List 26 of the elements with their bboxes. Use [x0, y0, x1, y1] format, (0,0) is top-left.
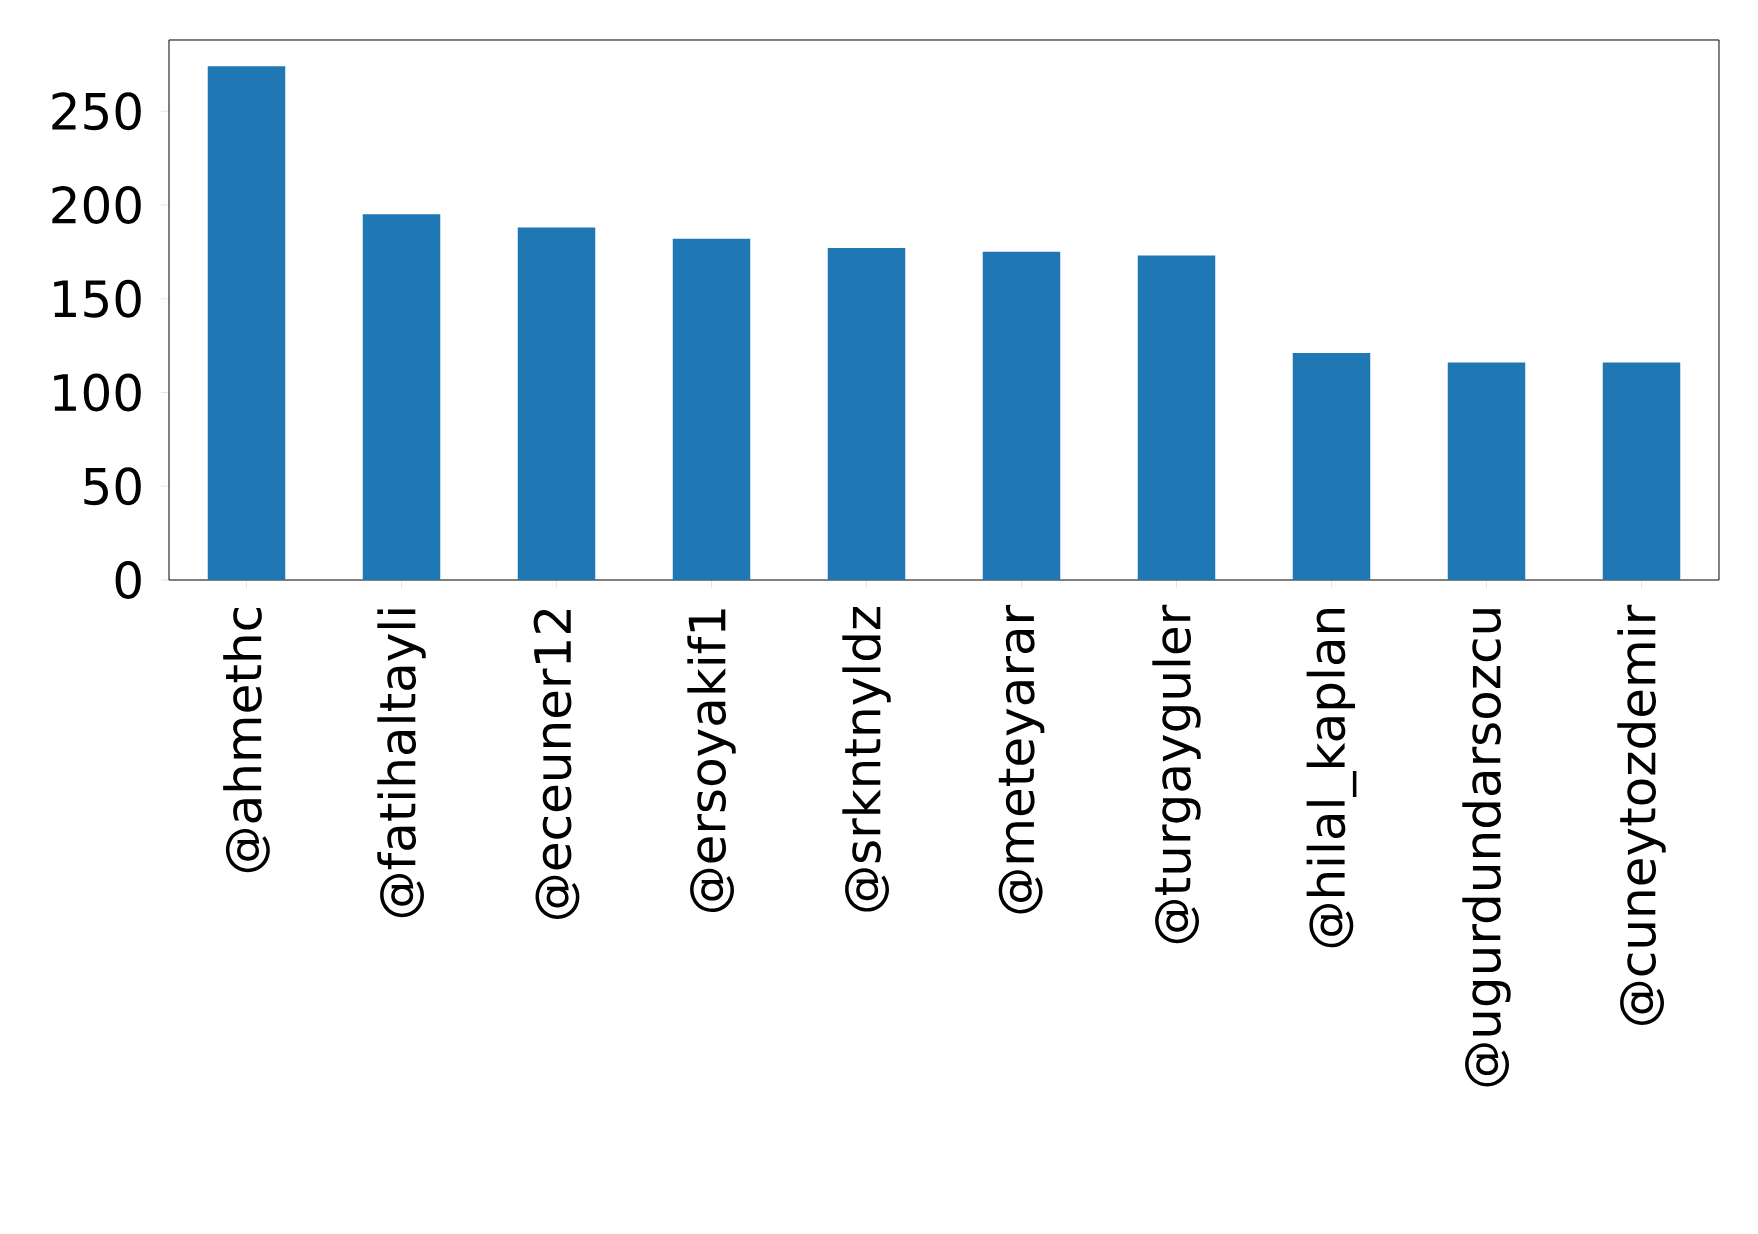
- y-tick-label: 150: [54, 279, 141, 318]
- bar: [672, 238, 751, 580]
- x-tick-label: @fatihaltayli: [377, 609, 426, 918]
- bar: [982, 251, 1061, 580]
- x-tick-label: @srkntnyldz: [842, 606, 891, 912]
- bar: [1602, 362, 1681, 580]
- bar: [362, 214, 441, 580]
- y-tick-label: 100: [54, 373, 141, 412]
- bar: [1137, 255, 1216, 580]
- x-tick-label: @turgayguler: [1152, 604, 1201, 944]
- x-tick-label: @eceuner12: [533, 609, 580, 919]
- bar: [1292, 353, 1371, 580]
- x-tick-label: @hilal_kaplan: [1306, 609, 1357, 948]
- bar: [207, 66, 286, 580]
- bar: [1447, 362, 1526, 580]
- y-tick-label: 0: [115, 561, 141, 599]
- x-tick-label: @ugurdundarsozcu: [1462, 609, 1511, 1087]
- bar: [827, 248, 906, 580]
- y-tick-label: 50: [84, 467, 141, 506]
- x-tick-label: @cuneytozdemir: [1617, 604, 1666, 1025]
- y-tick-label: 200: [52, 186, 141, 224]
- x-tick-label: @ersoyakif1: [687, 609, 736, 913]
- x-tick-label: @ahmethc: [223, 607, 270, 873]
- bar: [517, 227, 596, 580]
- x-tick-label: @meteyarar: [998, 604, 1045, 914]
- y-tick-label: 250: [52, 92, 141, 131]
